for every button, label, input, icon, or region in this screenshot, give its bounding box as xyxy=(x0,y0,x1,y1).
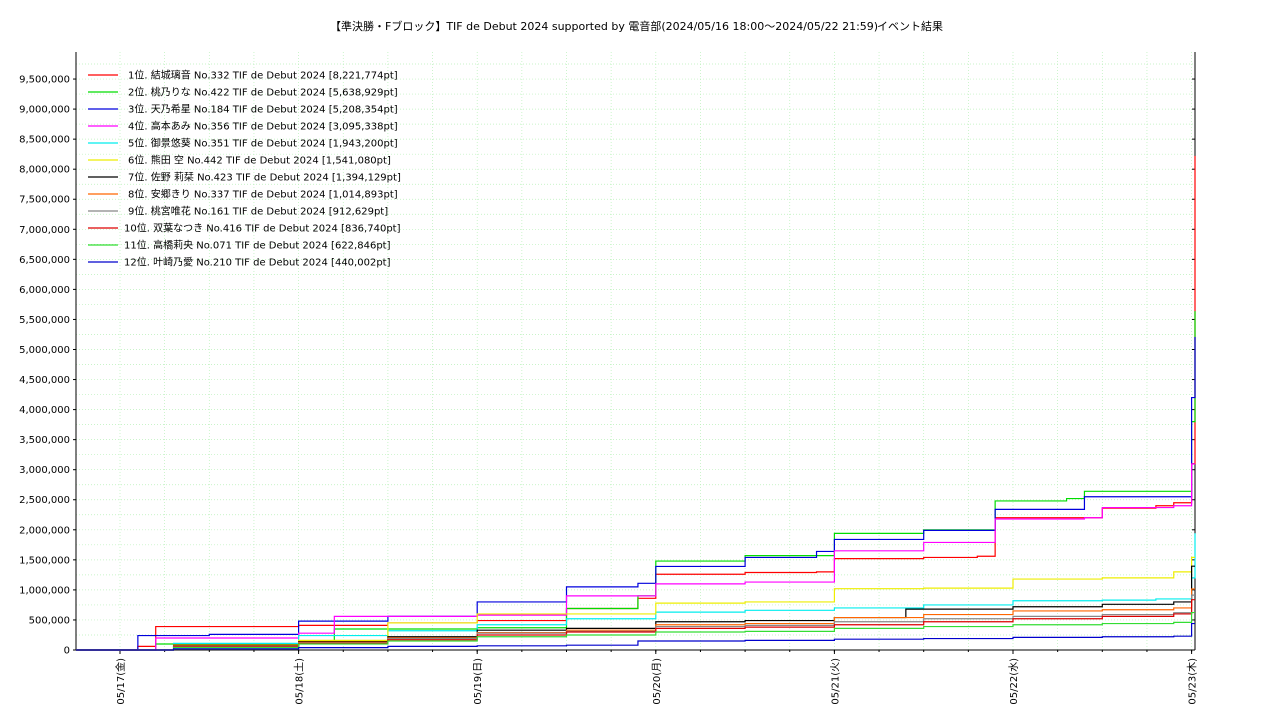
legend-label-9: 9位. 桃宮唯花 No.161 TIF de Debut 2024 [912,6… xyxy=(128,205,388,218)
x-tick-label: 05/22(水) xyxy=(1008,658,1020,705)
y-tick-label: 5,000,000 xyxy=(19,345,70,356)
y-tick-label: 8,000,000 xyxy=(19,165,70,176)
y-tick-label: 6,000,000 xyxy=(19,285,70,296)
y-tick-label: 0 xyxy=(64,646,70,657)
x-tick-label: 05/20(月) xyxy=(651,658,663,705)
chart-title: 【準決勝・Fブロック】TIF de Debut 2024 supported b… xyxy=(330,19,878,33)
series-line-9 xyxy=(76,594,1195,651)
series-line-4 xyxy=(76,463,1195,651)
legend-label-8: 8位. 安郷きり No.337 TIF de Debut 2024 [1,014… xyxy=(128,188,398,201)
series-line-2 xyxy=(76,311,1196,651)
y-tick-label: 500,000 xyxy=(29,615,70,626)
series-line-3 xyxy=(76,336,1196,651)
legend-label-11: 11位. 高橋莉央 No.071 TIF de Debut 2024 [622,… xyxy=(124,239,391,252)
series-line-5 xyxy=(76,533,1196,651)
y-tick-label: 2,500,000 xyxy=(19,495,70,506)
x-tick-label: 05/21(火) xyxy=(829,658,841,705)
x-tick-label: 05/18(土) xyxy=(293,658,306,705)
y-tick-label: 4,000,000 xyxy=(19,405,70,416)
y-tick-label: 7,000,000 xyxy=(19,225,70,236)
y-tick-label: 5,500,000 xyxy=(19,315,70,326)
legend-label-6: 6位. 熊田 空 No.442 TIF de Debut 2024 [1,541… xyxy=(128,154,391,167)
series-line-8 xyxy=(76,588,1195,651)
x-tick-label: 05/19(日) xyxy=(473,658,484,705)
series-line-10 xyxy=(76,599,1195,651)
legend-label-4: 4位. 高本あみ No.356 TIF de Debut 2024 [3,095… xyxy=(128,120,398,133)
y-tick-label: 9,500,000 xyxy=(19,75,70,86)
y-tick-label: 3,500,000 xyxy=(19,435,70,446)
y-tick-label: 8,500,000 xyxy=(19,135,70,146)
y-tick-label: 3,000,000 xyxy=(19,465,70,476)
x-tick-label: 05/23(木) xyxy=(1187,658,1199,705)
chart-subtitle: イベント結果 xyxy=(877,19,943,33)
y-tick-label: 6,500,000 xyxy=(19,255,70,266)
series-line-7 xyxy=(76,565,1195,651)
legend-label-1: 1位. 結城璃音 No.332 TIF de Debut 2024 [8,221… xyxy=(128,69,398,82)
legend-label-10: 10位. 双葉なつき No.416 TIF de Debut 2024 [836… xyxy=(124,222,401,235)
legend-label-2: 2位. 桃乃りな No.422 TIF de Debut 2024 [5,638… xyxy=(128,86,398,99)
y-tick-label: 1,500,000 xyxy=(19,555,70,566)
x-tick-label: 05/17(金) xyxy=(114,658,127,705)
legend-label-5: 5位. 御景悠葵 No.351 TIF de Debut 2024 [1,943… xyxy=(128,137,398,150)
legend-label-3: 3位. 天乃希星 No.184 TIF de Debut 2024 [5,208… xyxy=(128,103,398,116)
y-tick-label: 7,500,000 xyxy=(19,195,70,206)
series-line-12 xyxy=(76,622,1195,651)
y-tick-label: 2,000,000 xyxy=(19,525,70,536)
series-line-11 xyxy=(76,611,1195,651)
legend-label-12: 12位. 叶崎乃愛 No.210 TIF de Debut 2024 [440,… xyxy=(124,256,391,269)
series-line-1 xyxy=(76,155,1196,651)
y-tick-label: 9,000,000 xyxy=(19,105,70,116)
legend-label-7: 7位. 佐野 莉栞 No.423 TIF de Debut 2024 [1,39… xyxy=(128,171,401,184)
y-tick-label: 4,500,000 xyxy=(19,375,70,386)
y-tick-label: 1,000,000 xyxy=(19,585,70,596)
series-line-6 xyxy=(76,556,1195,651)
